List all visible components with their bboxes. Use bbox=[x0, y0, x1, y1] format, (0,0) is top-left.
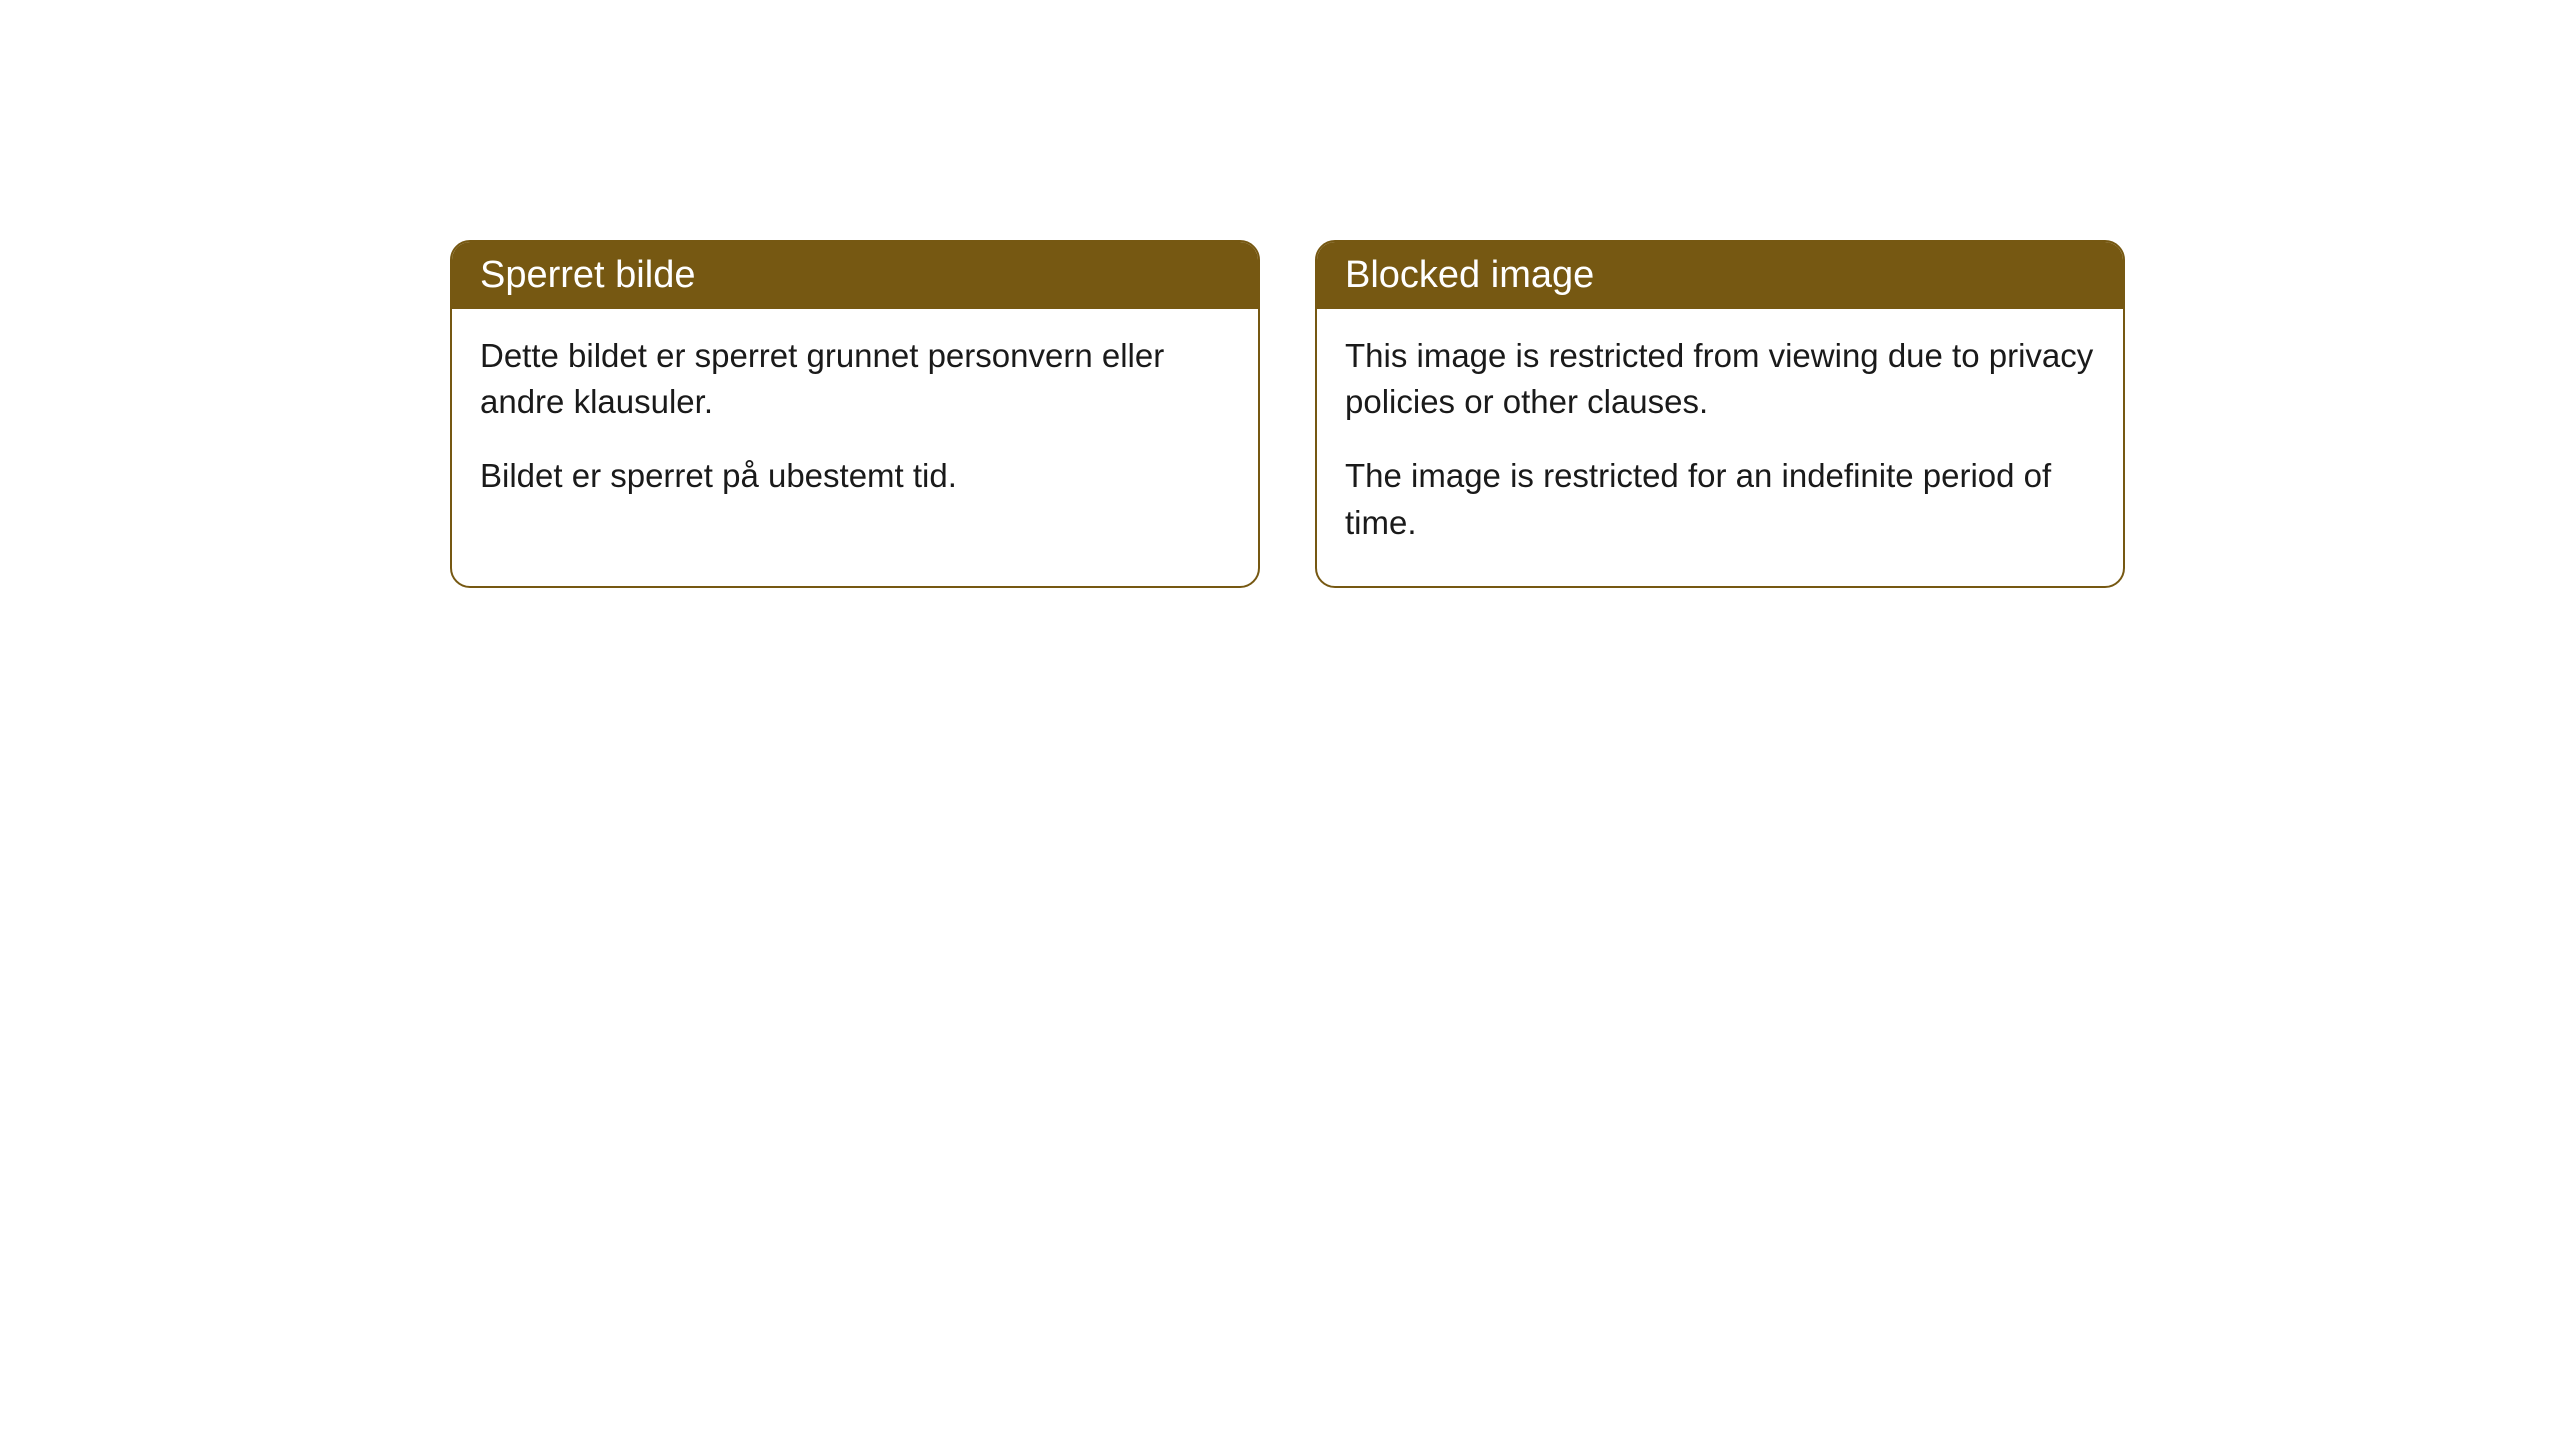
card-body-en: This image is restricted from viewing du… bbox=[1317, 309, 2123, 586]
card-text-no-2: Bildet er sperret på ubestemt tid. bbox=[480, 453, 1230, 499]
card-text-no-1: Dette bildet er sperret grunnet personve… bbox=[480, 333, 1230, 425]
card-text-en-2: The image is restricted for an indefinit… bbox=[1345, 453, 2095, 545]
card-text-en-1: This image is restricted from viewing du… bbox=[1345, 333, 2095, 425]
card-header-no: Sperret bilde bbox=[452, 242, 1258, 309]
card-header-en: Blocked image bbox=[1317, 242, 2123, 309]
blocked-image-card-en: Blocked image This image is restricted f… bbox=[1315, 240, 2125, 588]
blocked-image-card-no: Sperret bilde Dette bildet er sperret gr… bbox=[450, 240, 1260, 588]
card-body-no: Dette bildet er sperret grunnet personve… bbox=[452, 309, 1258, 540]
notice-cards-container: Sperret bilde Dette bildet er sperret gr… bbox=[0, 0, 2560, 588]
